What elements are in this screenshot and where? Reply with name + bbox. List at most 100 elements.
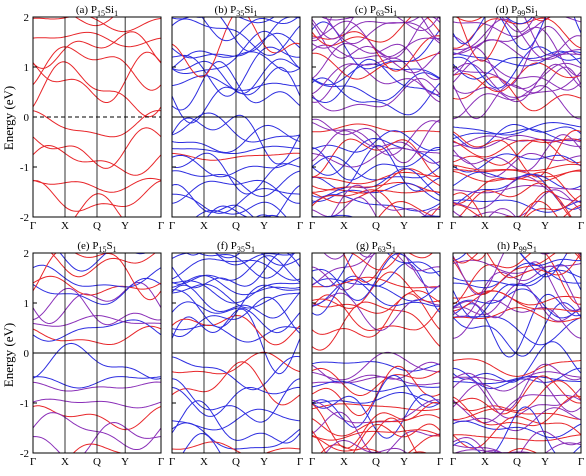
conduction-band (455, 17, 484, 22)
kpoint-label: X (200, 456, 208, 468)
kpoint-label: Y (260, 220, 268, 232)
kpoint-label: X (340, 456, 348, 468)
panel-title: (c) P63Si1 (355, 4, 397, 18)
kpoint-label: Γ (578, 220, 584, 232)
conduction-band (453, 253, 581, 267)
y-tick-label: 1 (24, 62, 30, 74)
y-tick-label: 0 (24, 348, 30, 360)
kpoint-label: Γ (437, 456, 443, 468)
y-tick-label: 2 (24, 12, 30, 24)
conduction-band (185, 253, 201, 256)
conduction-band (457, 17, 551, 62)
y-axis-label-bottom: Energy (eV) (1, 323, 16, 387)
valence-band (410, 451, 428, 453)
conduction-band (323, 253, 346, 260)
kpoint-label: X (200, 220, 208, 232)
y-tick-label: -2 (20, 212, 29, 224)
conduction-band (453, 253, 581, 296)
valence-band (453, 442, 581, 453)
y-tick-label: -1 (20, 398, 29, 410)
conduction-band (395, 17, 440, 32)
kpoint-label: X (61, 220, 69, 232)
conduction-band (312, 253, 440, 288)
valence-band (182, 432, 221, 453)
kpoint-label: Y (541, 456, 549, 468)
y-tick-label: -2 (20, 448, 29, 460)
valence-band (453, 430, 581, 453)
kpoint-label: Γ (158, 456, 164, 468)
kpoint-label: Γ (169, 456, 175, 468)
kpoint-label: Γ (297, 456, 303, 468)
kpoint-label: Γ (450, 456, 456, 468)
kpoint-label: Γ (309, 456, 315, 468)
panel-a: 210-1-2Γ X Q Y Γ(a) P15Si1 (20, 4, 164, 232)
panel-title: (g) P63S1 (356, 240, 396, 254)
kpoint-label: Q (372, 220, 380, 232)
conduction-band (312, 253, 440, 289)
valence-band (523, 191, 573, 217)
kpoint-label: Y (400, 456, 408, 468)
panel-title: (f) P35S1 (217, 240, 255, 254)
valence-band (312, 214, 440, 217)
panel-h: Γ X Q Y Γ (h) P99S1 (450, 240, 584, 468)
kpoint-label: Y (121, 220, 129, 232)
kpoint-label: Y (541, 220, 549, 232)
kpoint-label: Q (372, 456, 380, 468)
y-tick-label: 2 (24, 248, 30, 260)
panel-b: Γ X Q Y Γ (b) P35Si1 (169, 0, 303, 232)
conduction-band (465, 253, 487, 261)
panel-title: (e) P15S1 (77, 240, 116, 254)
kpoint-label: X (481, 220, 489, 232)
panel-f: Γ X Q Y Γ (f) P35S1 (169, 240, 303, 468)
kpoint-label: Q (93, 456, 101, 468)
valence-band (312, 411, 440, 453)
conduction-band (312, 17, 440, 40)
kpoint-label: Γ (437, 220, 443, 232)
conduction-band (172, 17, 300, 78)
panel-g: Γ X Q Y Γ (g) P63S1 (309, 240, 443, 468)
conduction-band (519, 253, 568, 278)
kpoint-label: Y (400, 220, 408, 232)
valence-band (378, 200, 438, 217)
conduction-band (320, 17, 359, 21)
valence-band (453, 192, 581, 217)
panel-c: Γ X Q Y Γ (c) P63Si1 (309, 4, 443, 232)
conduction-band (172, 0, 300, 3)
panel-d: Γ X Q Y Γ (d) P99Si1 (450, 4, 584, 232)
kpoint-label: Y (121, 456, 129, 468)
valence-band (453, 204, 581, 217)
conduction-band (172, 253, 300, 266)
panel-title: (a) P15Si1 (76, 4, 118, 18)
kpoint-label: Γ (309, 220, 315, 232)
y-axis-label-top: Energy (eV) (1, 86, 16, 150)
panel-title: (d) P99Si1 (496, 4, 539, 18)
kpoint-label: Γ (158, 220, 164, 232)
conduction-band (453, 17, 581, 45)
kpoint-label: Γ (450, 220, 456, 232)
kpoint-label: X (61, 456, 69, 468)
conduction-band (453, 17, 581, 56)
kpoint-label: Q (232, 456, 240, 468)
kpoint-label: Q (93, 220, 101, 232)
kpoint-label: X (340, 220, 348, 232)
panel-title: (b) P35Si1 (215, 4, 258, 18)
kpoint-label: Q (513, 220, 521, 232)
kpoint-label: Γ (30, 456, 36, 468)
kpoint-label: Y (260, 456, 268, 468)
kpoint-label: Γ (169, 220, 175, 232)
kpoint-label: Q (513, 456, 521, 468)
conduction-band (453, 253, 581, 264)
kpoint-label: Q (232, 220, 240, 232)
y-tick-label: -1 (20, 162, 29, 174)
kpoint-label: Γ (578, 456, 584, 468)
panel-title: (h) P99S1 (497, 240, 537, 254)
kpoint-label: Γ (297, 220, 303, 232)
panel-e: 210-1-2Γ X Q Y Γ(e) P15S1 (20, 240, 164, 468)
y-tick-label: 1 (24, 298, 30, 310)
kpoint-label: X (481, 456, 489, 468)
kpoint-label: Γ (30, 220, 36, 232)
y-tick-label: 0 (24, 112, 30, 124)
